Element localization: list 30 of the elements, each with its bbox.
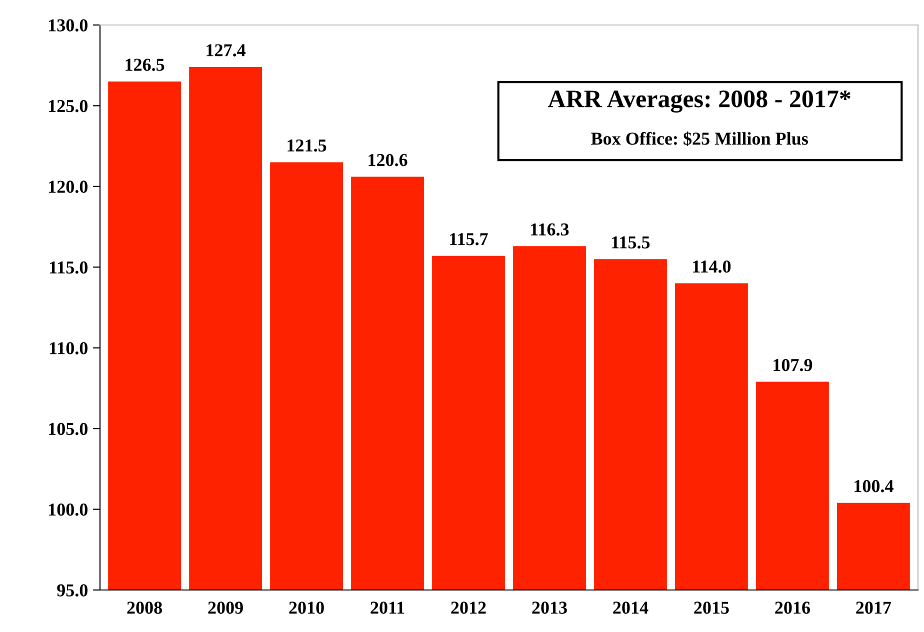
data-label: 107.9 bbox=[774, 358, 812, 372]
y-tick-label: 125.0 bbox=[49, 100, 88, 112]
x-tick-label: 2015 bbox=[694, 602, 729, 614]
x-tick-label: 2017 bbox=[856, 602, 892, 614]
data-label: 115.5 bbox=[612, 236, 650, 249]
x-tick-label: 2009 bbox=[208, 602, 243, 614]
x-tick-label: 2016 bbox=[775, 602, 810, 614]
text: Box Office: $25 Million Plus bbox=[591, 132, 808, 146]
y-tick-label: 100.0 bbox=[49, 504, 88, 516]
x-tick-label: 2011 bbox=[370, 602, 404, 614]
data-label: 126.5 bbox=[126, 58, 164, 71]
data-label: 100.4 bbox=[854, 480, 894, 492]
text: ARR Averages: 2008 - 2017* bbox=[548, 90, 850, 113]
y-tick-label: 110.0 bbox=[50, 342, 88, 354]
y-tick-label: 130.0 bbox=[49, 19, 88, 32]
y-tick-label: 105.0 bbox=[49, 422, 88, 436]
x-tick-label: 2010 bbox=[289, 602, 324, 614]
data-label: 120.6 bbox=[368, 154, 408, 166]
x-tick-label: 2014 bbox=[613, 602, 648, 614]
x-tick-label: 2008 bbox=[127, 602, 162, 614]
data-label: 127.4 bbox=[206, 44, 246, 56]
x-tick-label: 2012 bbox=[451, 602, 486, 614]
data-label: 114.0 bbox=[693, 260, 731, 273]
data-label: 116.3 bbox=[531, 223, 569, 236]
data-label: 115.7 bbox=[450, 233, 488, 246]
data-label: 121.5 bbox=[288, 139, 326, 152]
y-tick-label: 115.0 bbox=[50, 261, 88, 274]
y-tick-label: 95.0 bbox=[57, 584, 88, 597]
x-tick-label: 2013 bbox=[532, 602, 567, 614]
y-tick-label: 120.0 bbox=[49, 180, 88, 193]
